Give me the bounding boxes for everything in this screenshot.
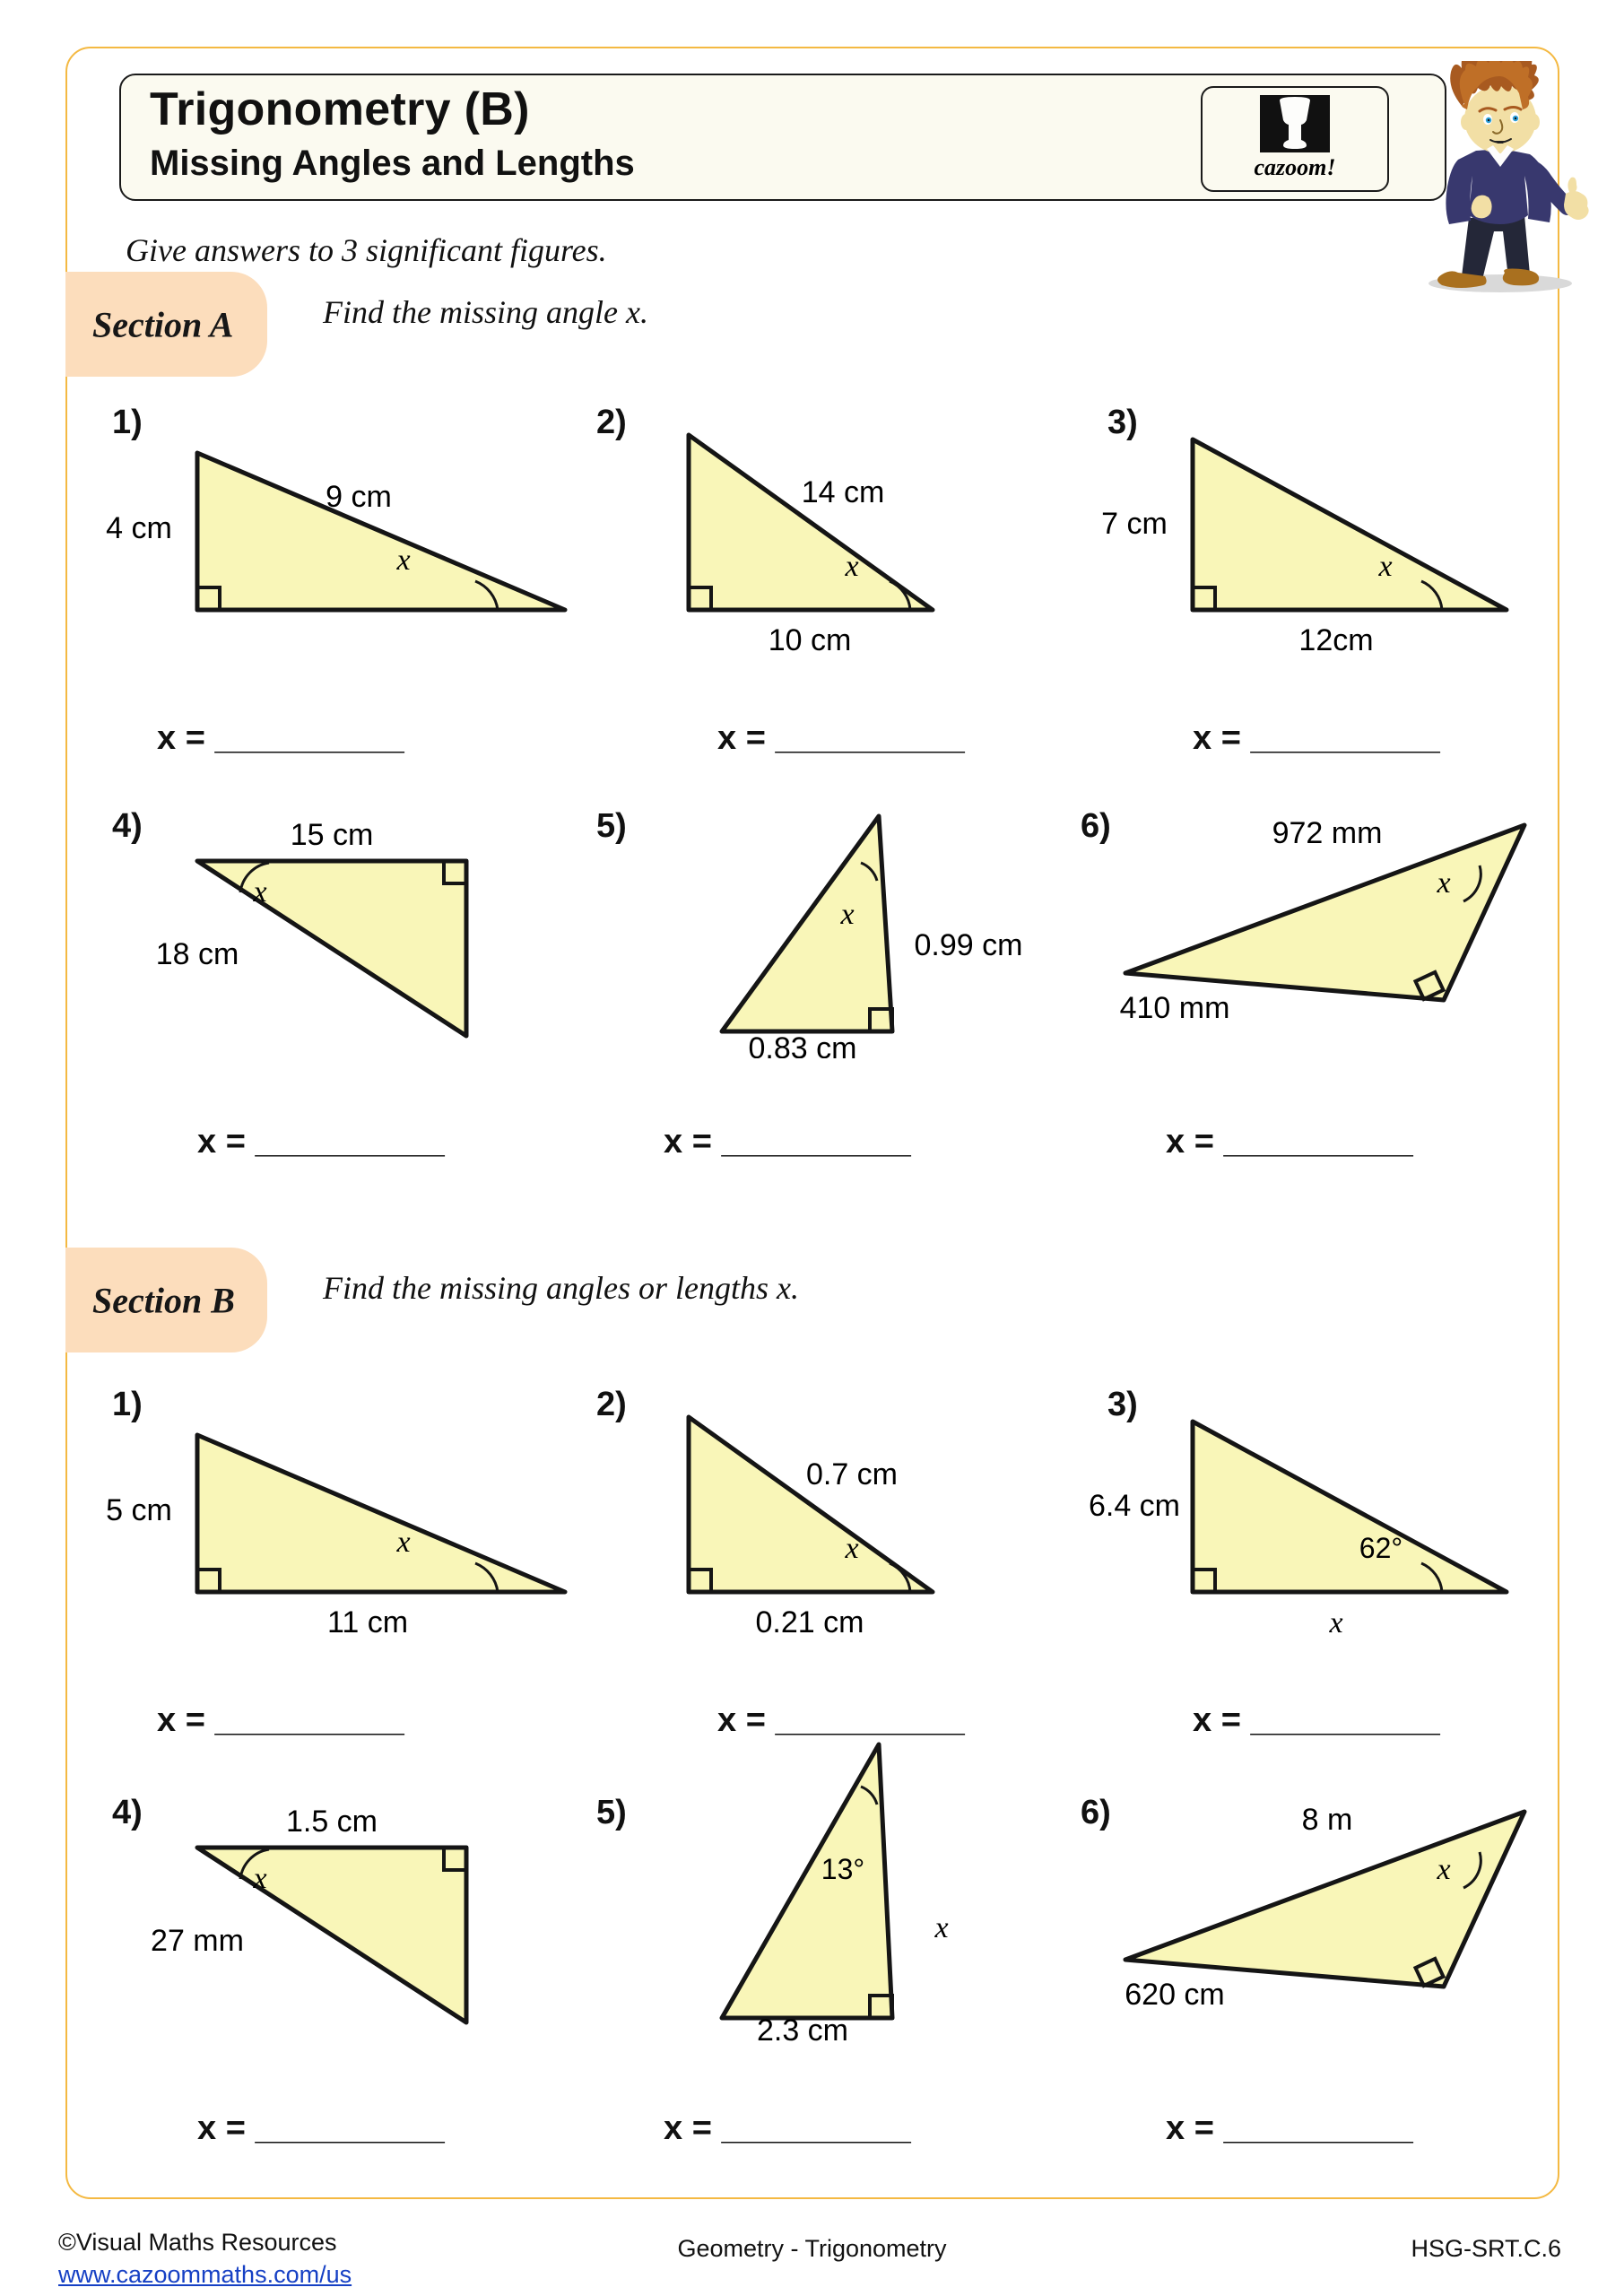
svg-text:5 cm: 5 cm [106, 1493, 172, 1527]
svg-text:x: x [395, 544, 410, 577]
svg-text:7 cm: 7 cm [1101, 507, 1168, 541]
svg-text:x: x [934, 1911, 948, 1944]
svg-text:x: x [1436, 1853, 1450, 1886]
svg-text:27 mm: 27 mm [151, 1924, 244, 1958]
svg-text:10 cm: 10 cm [769, 623, 852, 655]
svg-text:0.99 cm: 0.99 cm [915, 928, 1023, 962]
svg-text:14 cm: 14 cm [802, 475, 885, 509]
svg-text:2.3 cm: 2.3 cm [757, 2013, 848, 2048]
svg-text:9 cm: 9 cm [326, 480, 392, 514]
svg-text:0.83 cm: 0.83 cm [749, 1031, 857, 1058]
svg-text:0.7 cm: 0.7 cm [806, 1457, 898, 1492]
svg-text:x: x [1377, 550, 1392, 583]
svg-text:15 cm: 15 cm [291, 818, 374, 852]
svg-text:62°: 62° [1359, 1532, 1403, 1564]
svg-text:620 cm: 620 cm [1125, 1978, 1225, 2012]
svg-text:x: x [252, 875, 266, 909]
svg-text:4 cm: 4 cm [106, 511, 172, 545]
svg-text:x: x [1436, 866, 1450, 900]
svg-text:0.21 cm: 0.21 cm [756, 1605, 864, 1637]
svg-text:972 mm: 972 mm [1272, 816, 1383, 850]
svg-text:18 cm: 18 cm [156, 937, 239, 971]
svg-text:x: x [844, 550, 858, 583]
svg-text:1.5 cm: 1.5 cm [286, 1805, 378, 1839]
svg-text:410 mm: 410 mm [1120, 991, 1230, 1025]
svg-text:6.4 cm: 6.4 cm [1089, 1489, 1180, 1523]
svg-text:12cm: 12cm [1298, 623, 1373, 655]
svg-text:x: x [844, 1532, 858, 1565]
svg-text:x: x [1328, 1606, 1342, 1637]
svg-text:8 m: 8 m [1302, 1803, 1353, 1837]
svg-text:x: x [395, 1526, 410, 1559]
svg-text:x: x [839, 898, 854, 931]
svg-text:11 cm: 11 cm [327, 1605, 408, 1637]
svg-text:13°: 13° [821, 1853, 864, 1885]
svg-text:x: x [252, 1862, 266, 1895]
